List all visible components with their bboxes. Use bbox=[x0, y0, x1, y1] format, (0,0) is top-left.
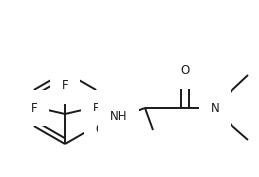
Text: F: F bbox=[62, 79, 68, 92]
Text: N: N bbox=[211, 101, 219, 115]
Text: NH: NH bbox=[110, 110, 127, 124]
Text: F: F bbox=[30, 101, 37, 115]
Text: O: O bbox=[180, 64, 190, 77]
Text: F: F bbox=[93, 101, 100, 115]
Text: Cl: Cl bbox=[95, 123, 107, 136]
